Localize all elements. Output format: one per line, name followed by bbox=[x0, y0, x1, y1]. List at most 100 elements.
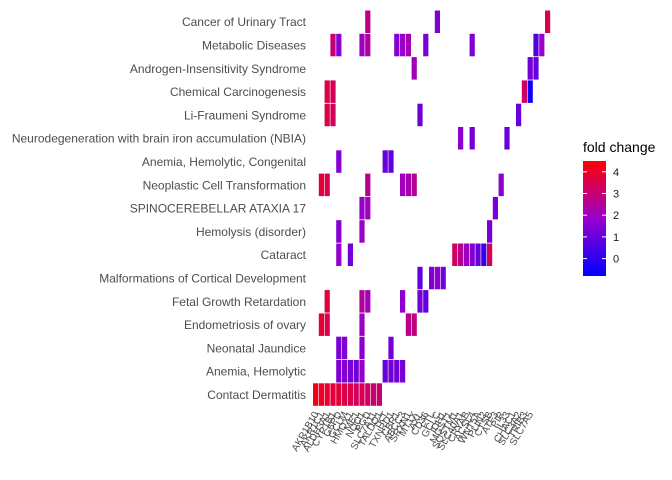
heatmap-cell bbox=[342, 360, 348, 383]
heatmap-cell bbox=[324, 290, 330, 313]
heatmap-cell bbox=[400, 33, 406, 57]
y-tick-label: Neonatal Jaundice bbox=[207, 341, 307, 355]
heatmap-cell bbox=[429, 266, 435, 290]
heatmap-cell bbox=[394, 360, 400, 383]
heatmap-cell bbox=[324, 103, 330, 127]
heatmap-cell bbox=[342, 383, 348, 406]
heatmap-cell bbox=[440, 266, 446, 290]
heatmap-cell bbox=[365, 196, 371, 220]
legend-tick-label: 3 bbox=[613, 189, 619, 201]
y-tick-label: Neoplastic Cell Transformation bbox=[143, 178, 306, 192]
heatmap-cell bbox=[359, 33, 365, 57]
heatmap-cell bbox=[324, 383, 330, 406]
heatmap-cell bbox=[376, 383, 382, 406]
legend-tick-label: 1 bbox=[613, 232, 619, 244]
y-tick-label: Anemia, Hemolytic bbox=[206, 365, 306, 379]
heatmap-cell bbox=[394, 33, 400, 57]
legend-tick-label: 4 bbox=[613, 167, 619, 179]
heatmap-cell bbox=[382, 150, 388, 173]
x-axis-labels: AKR1B10AKR1C1ALDH3A1CYP1B1G6PDGCLMHMOX1M… bbox=[290, 410, 536, 454]
heatmap-cell bbox=[423, 290, 429, 313]
heatmap-cell bbox=[359, 383, 365, 406]
heatmap-cell bbox=[417, 266, 423, 290]
heatmap-cell bbox=[365, 290, 371, 313]
heatmap-cell bbox=[521, 80, 527, 103]
y-tick-label: Cataract bbox=[261, 248, 307, 262]
heatmap-cell bbox=[487, 220, 493, 243]
heatmap-cell bbox=[492, 196, 498, 220]
legend-colorbar bbox=[583, 161, 606, 276]
heatmap-cells bbox=[313, 10, 551, 406]
legend: fold change 4 3 2 1 0 bbox=[583, 139, 656, 276]
heatmap-cell bbox=[330, 103, 336, 127]
y-tick-label: Anemia, Hemolytic, Congenital bbox=[142, 155, 306, 169]
heatmap-cell bbox=[365, 383, 371, 406]
legend-title: fold change bbox=[583, 139, 656, 155]
heatmap-cell bbox=[359, 220, 365, 243]
heatmap-cell bbox=[336, 360, 342, 383]
y-tick-label: Li-Fraumeni Syndrome bbox=[184, 108, 306, 122]
heatmap-cell bbox=[388, 150, 394, 173]
heatmap-cell bbox=[469, 33, 475, 57]
heatmap-cell bbox=[371, 383, 377, 406]
heatmap-cell bbox=[365, 173, 371, 197]
heatmap-cell bbox=[336, 336, 342, 360]
legend-tick-label: 0 bbox=[613, 254, 619, 266]
heatmap-cell bbox=[463, 243, 469, 266]
heatmap-cell bbox=[347, 383, 353, 406]
heatmap-cell bbox=[336, 33, 342, 57]
heatmap-cell bbox=[527, 57, 533, 80]
heatmap-cell bbox=[469, 243, 475, 266]
y-tick-label: Chemical Carcinogenesis bbox=[170, 85, 306, 99]
y-axis-labels: Cancer of Urinary Tract Metabolic Disease… bbox=[12, 15, 307, 402]
heatmap-cell bbox=[336, 383, 342, 406]
heatmap-cell bbox=[324, 173, 330, 197]
heatmap-cell bbox=[365, 33, 371, 57]
heatmap-cell bbox=[405, 33, 411, 57]
heatmap-cell bbox=[475, 243, 481, 266]
heatmap-cell bbox=[434, 10, 440, 33]
heatmap-cell bbox=[487, 243, 493, 266]
y-tick-label: Hemolysis (disorder) bbox=[196, 225, 306, 239]
heatmap-cell bbox=[347, 360, 353, 383]
heatmap-cell bbox=[365, 10, 371, 33]
heatmap-cell bbox=[388, 360, 394, 383]
heatmap-cell bbox=[452, 243, 458, 266]
heatmap-cell bbox=[434, 266, 440, 290]
heatmap-cell bbox=[353, 360, 359, 383]
heatmap-cell bbox=[382, 360, 388, 383]
heatmap-cell bbox=[545, 10, 551, 33]
heatmap-cell bbox=[336, 220, 342, 243]
heatmap-cell bbox=[318, 383, 324, 406]
heatmap-cell bbox=[400, 290, 406, 313]
heatmap-cell bbox=[411, 173, 417, 197]
heatmap-cell bbox=[405, 173, 411, 197]
y-tick-label: Androgen-Insensitivity Syndrome bbox=[130, 62, 306, 76]
heatmap-cell bbox=[324, 80, 330, 103]
heatmap-cell bbox=[533, 33, 539, 57]
legend-tick-label: 2 bbox=[613, 210, 619, 222]
heatmap-cell bbox=[313, 383, 319, 406]
heatmap-cell bbox=[400, 173, 406, 197]
heatmap-cell bbox=[330, 383, 336, 406]
heatmap-cell bbox=[318, 313, 324, 336]
heatmap-cell bbox=[330, 80, 336, 103]
heatmap-cell bbox=[359, 290, 365, 313]
heatmap-cell bbox=[388, 336, 394, 360]
heatmap-cell bbox=[330, 33, 336, 57]
heatmap-cell bbox=[400, 360, 406, 383]
y-tick-label: Endometriosis of ovary bbox=[184, 318, 306, 332]
heatmap-cell bbox=[516, 103, 522, 127]
heatmap-cell bbox=[342, 336, 348, 360]
y-tick-label: Contact Dermatitis bbox=[207, 388, 306, 402]
heatmap-cell bbox=[458, 243, 464, 266]
heatmap-cell bbox=[504, 127, 510, 150]
heatmap-cell bbox=[359, 360, 365, 383]
heatmap-cell bbox=[359, 313, 365, 336]
heatmap-cell bbox=[539, 33, 545, 57]
heatmap-cell bbox=[417, 103, 423, 127]
heatmap-cell bbox=[318, 173, 324, 197]
y-tick-label: SPINOCEREBELLAR ATAXIA 17 bbox=[130, 202, 307, 216]
heatmap-cell bbox=[481, 243, 487, 266]
